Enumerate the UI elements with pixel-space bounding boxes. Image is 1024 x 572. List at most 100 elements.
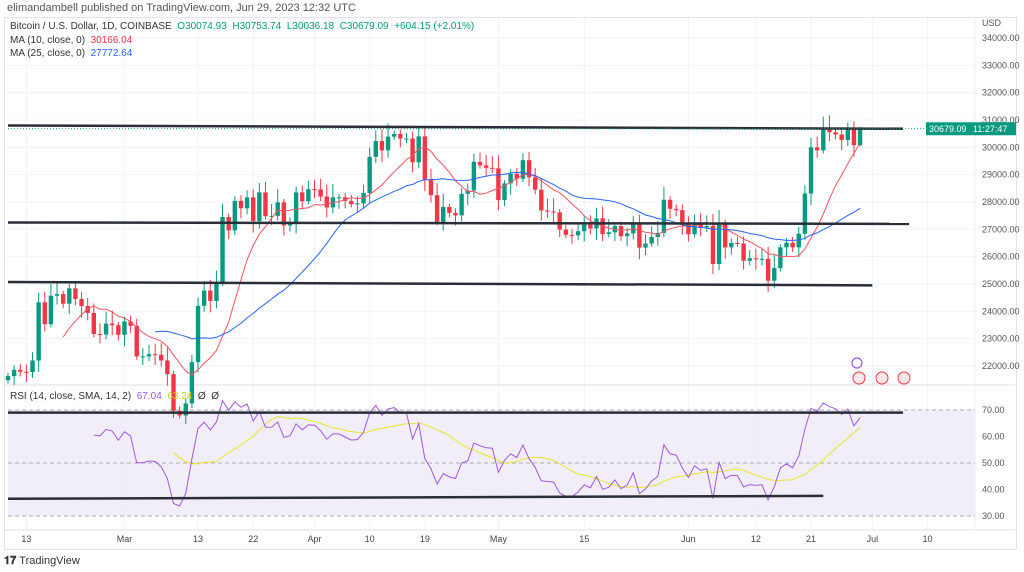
candle-body: [790, 242, 795, 248]
candle-body: [772, 268, 777, 281]
rsi-value: 67.04: [136, 391, 162, 402]
candle-body: [735, 242, 740, 244]
currency-label: USD: [982, 18, 1002, 28]
price-tick: 29000.00: [982, 170, 1020, 180]
candle-body: [741, 243, 746, 261]
candle-body: [808, 147, 814, 194]
candle-body: [85, 306, 90, 313]
ma25-legend[interactable]: MA (25, close, 0) 27772.64: [10, 48, 132, 59]
time-tick: 10: [922, 534, 932, 544]
rsi-tick: 40.00: [982, 485, 1005, 495]
candle-body: [747, 258, 752, 261]
candle-body: [11, 369, 17, 377]
ma10-label: MA (10, close, 0): [10, 35, 86, 46]
tradingview-logo[interactable]: 𝟏𝟕 TradingView: [4, 555, 80, 567]
candle-body: [355, 203, 360, 205]
price-tick: 34000.00: [982, 33, 1020, 43]
candle-body: [391, 133, 397, 137]
candle-body: [251, 197, 256, 222]
candle-body: [18, 369, 23, 372]
candle-body: [839, 134, 844, 140]
candle-body: [784, 242, 789, 248]
candle-body: [214, 282, 219, 301]
candle-body: [575, 231, 581, 236]
candle-body: [404, 138, 409, 140]
candle-body: [827, 128, 832, 133]
candle-body: [293, 192, 299, 222]
time-tick: May: [490, 534, 508, 544]
price-tag-countdown: 11:27:47: [973, 124, 1007, 134]
candle-body: [582, 224, 587, 232]
candle-body: [441, 206, 446, 222]
candle-body: [189, 362, 195, 404]
candle-body: [496, 168, 501, 201]
candle-body: [618, 226, 624, 237]
rsi-tick: 60.00: [982, 432, 1005, 442]
candle-body: [422, 136, 428, 180]
candle-body: [367, 156, 372, 193]
candle-body: [821, 128, 826, 151]
candle-body: [680, 210, 685, 224]
rsi-extra-2: Ø: [211, 391, 220, 402]
trendline: [7, 221, 910, 226]
ma10-line: [62, 142, 861, 376]
ohlc-high: H30753.74: [232, 21, 282, 32]
rsi-tick: 30.00: [982, 511, 1005, 521]
candle-body: [545, 210, 550, 212]
time-tick: Jul: [867, 534, 879, 544]
candle-body: [42, 302, 47, 325]
symbol-legend: Bitcoin / U.S. Dollar, 1D, COINBASE O300…: [10, 21, 474, 32]
candle-body: [128, 321, 133, 326]
brand-name: TradingView: [19, 555, 80, 567]
candle-body: [146, 354, 152, 357]
candle-body: [159, 354, 164, 361]
candle-body: [514, 173, 519, 179]
time-tick: 13: [21, 534, 31, 544]
candle-body: [244, 197, 250, 209]
candle-body: [588, 224, 593, 229]
candle-body: [79, 299, 84, 307]
candle-body: [778, 247, 783, 269]
candle-body: [349, 200, 354, 205]
candle-body: [637, 223, 642, 248]
candle-body: [48, 295, 54, 325]
candle-body: [716, 223, 722, 265]
candle-body: [336, 197, 342, 199]
candle-body: [471, 161, 477, 191]
rsi-legend[interactable]: RSI (14, close, SMA, 14, 2) 67.04 63.24 …: [10, 391, 219, 402]
candle-body: [631, 223, 636, 234]
candle-body: [833, 132, 838, 135]
candle-body: [508, 173, 513, 184]
candle-body: [91, 312, 97, 334]
candle-body: [300, 192, 305, 202]
us-flag-event-icon: [897, 371, 911, 385]
candle-body: [483, 165, 489, 168]
candle-body: [60, 294, 66, 304]
ohlc-low: L30036.18: [286, 21, 335, 32]
time-tick: 13: [193, 534, 203, 544]
rsi-trendline: [7, 494, 824, 501]
candle-body: [103, 323, 109, 335]
candle-body: [539, 189, 544, 211]
candle-body: [410, 138, 415, 163]
candle-body: [490, 167, 495, 169]
ma10-legend[interactable]: MA (10, close, 0) 30166.04: [10, 35, 132, 46]
rsi-sma-value: 63.24: [167, 391, 193, 402]
candle-body: [195, 305, 201, 363]
candle-body: [398, 133, 403, 139]
candle-body: [667, 199, 673, 209]
time-tick: 12: [751, 534, 761, 544]
price-tick: 32000.00: [982, 88, 1020, 98]
candle-body: [661, 199, 667, 233]
ma10-value: 30166.04: [90, 35, 133, 46]
us-flag-event-icon: [852, 371, 866, 385]
ma25-line: [155, 171, 861, 340]
candle-body: [110, 323, 115, 326]
trendline: [7, 280, 873, 287]
ma25-value: 27772.64: [90, 48, 133, 59]
candle-body: [312, 189, 317, 191]
ohlc-open: O30074.93: [177, 21, 227, 32]
candle-body: [208, 290, 213, 301]
candle-body: [502, 183, 507, 201]
